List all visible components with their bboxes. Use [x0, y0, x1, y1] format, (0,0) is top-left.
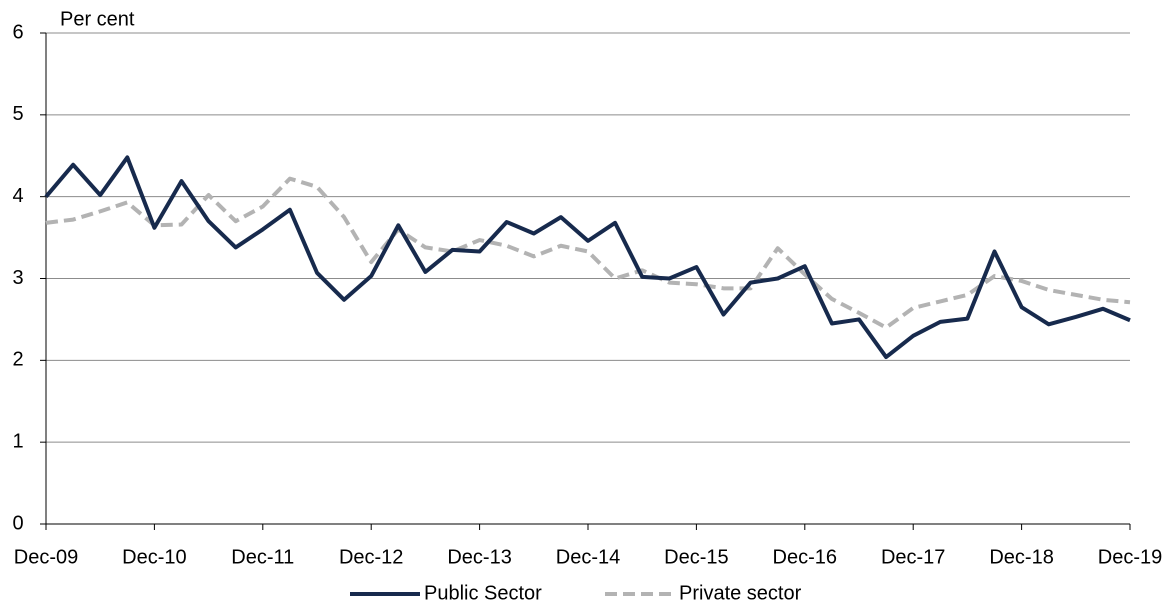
- x-tick-label: Dec-16: [773, 546, 837, 568]
- legend-label: Public Sector: [424, 582, 542, 604]
- x-tick-label: Dec-13: [447, 546, 511, 568]
- legend-label: Private sector: [679, 582, 802, 604]
- x-tick-label: Dec-18: [989, 546, 1053, 568]
- y-tick-label: 1: [12, 430, 23, 452]
- x-tick-label: Dec-09: [14, 546, 78, 568]
- y-tick-label: 2: [12, 349, 23, 371]
- y-axis-label: Per cent: [60, 8, 135, 30]
- y-tick-label: 3: [12, 267, 23, 289]
- series-line: [45, 176, 1131, 330]
- x-tick-label: Dec-12: [339, 546, 403, 568]
- x-tick-label: Dec-19: [1098, 546, 1162, 568]
- y-tick-label: 6: [12, 21, 23, 43]
- x-tick-label: Dec-17: [881, 546, 945, 568]
- x-tick-label: Dec-14: [556, 546, 620, 568]
- y-tick-label: 5: [12, 103, 23, 125]
- x-tick-label: Dec-11: [231, 546, 294, 568]
- x-tick-label: Dec-15: [664, 546, 728, 568]
- x-tick-label: Dec-10: [122, 546, 186, 568]
- y-tick-label: 0: [12, 512, 23, 534]
- y-tick-label: 4: [12, 185, 23, 207]
- series-line: [44, 155, 1131, 360]
